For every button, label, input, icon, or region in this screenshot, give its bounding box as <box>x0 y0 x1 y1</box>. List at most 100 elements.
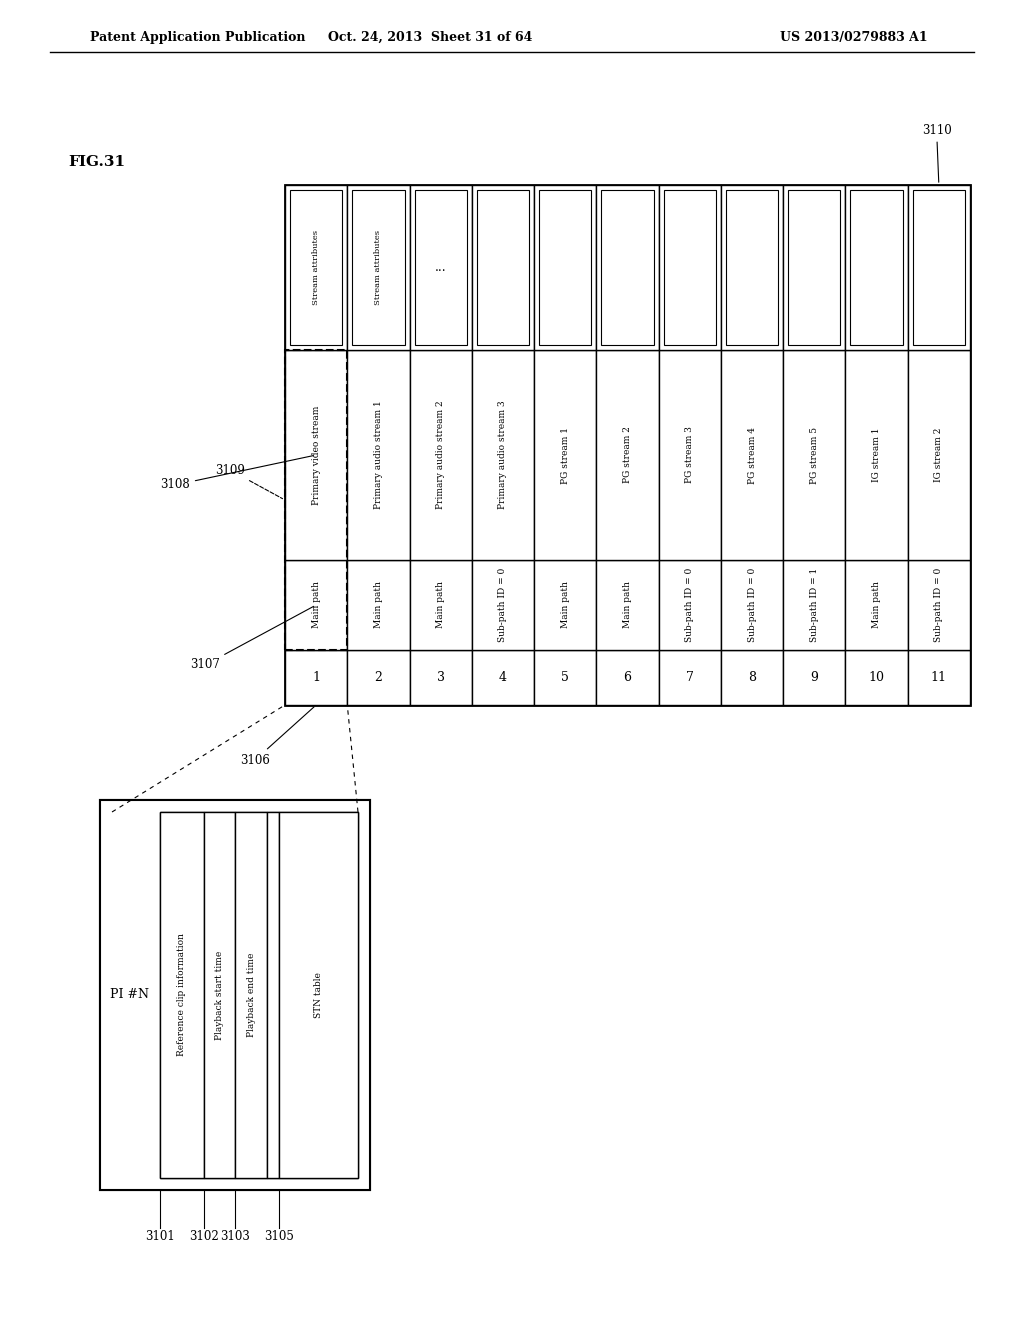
Bar <box>664 190 716 345</box>
Bar <box>347 185 410 350</box>
Text: 3103: 3103 <box>220 1230 250 1243</box>
Text: Sub-path ID = 1: Sub-path ID = 1 <box>810 568 819 642</box>
Text: Main path: Main path <box>561 582 569 628</box>
Text: Sub-path ID = 0: Sub-path ID = 0 <box>499 568 508 642</box>
Bar <box>410 185 472 350</box>
Text: Playback start time: Playback start time <box>215 950 224 1040</box>
Text: 3109: 3109 <box>215 463 283 499</box>
Text: 8: 8 <box>749 671 756 684</box>
Bar <box>846 560 907 649</box>
Text: 10: 10 <box>868 671 885 684</box>
Bar <box>352 190 404 345</box>
Bar <box>285 350 347 560</box>
Bar <box>285 185 347 350</box>
Bar <box>658 560 721 649</box>
Bar <box>347 560 410 649</box>
Bar <box>285 350 347 649</box>
Bar <box>721 649 783 705</box>
Bar <box>160 812 358 1177</box>
Bar <box>285 649 347 705</box>
Bar <box>658 185 721 350</box>
Text: PG stream 4: PG stream 4 <box>748 426 757 483</box>
Bar <box>783 649 846 705</box>
Text: Sub-path ID = 0: Sub-path ID = 0 <box>748 568 757 642</box>
Bar <box>204 812 236 1177</box>
Bar <box>788 190 841 345</box>
Text: 6: 6 <box>624 671 632 684</box>
Text: Main path: Main path <box>623 582 632 628</box>
Bar <box>410 649 472 705</box>
Bar <box>658 649 721 705</box>
Text: Sub-path ID = 0: Sub-path ID = 0 <box>934 568 943 642</box>
Text: Playback end time: Playback end time <box>247 953 256 1038</box>
Bar <box>783 185 846 350</box>
Text: Sub-path ID = 0: Sub-path ID = 0 <box>685 568 694 642</box>
Bar <box>721 560 783 649</box>
Bar <box>472 649 535 705</box>
Text: IG stream 1: IG stream 1 <box>872 428 881 482</box>
Text: ...: ... <box>435 261 446 275</box>
Bar <box>410 350 472 560</box>
Bar <box>846 350 907 560</box>
Text: Primary audio stream 1: Primary audio stream 1 <box>374 401 383 510</box>
Bar <box>539 190 592 345</box>
Bar <box>290 190 342 345</box>
Bar <box>160 812 204 1177</box>
Text: Main path: Main path <box>436 582 445 628</box>
Text: FIG.31: FIG.31 <box>68 154 125 169</box>
Text: 3110: 3110 <box>922 124 951 182</box>
Bar <box>721 185 783 350</box>
Bar <box>535 185 596 350</box>
Text: 7: 7 <box>686 671 693 684</box>
Text: Main path: Main path <box>872 582 881 628</box>
Text: 2: 2 <box>375 671 382 684</box>
Text: PG stream 3: PG stream 3 <box>685 426 694 483</box>
Text: 11: 11 <box>931 671 947 684</box>
Text: Primary audio stream 3: Primary audio stream 3 <box>499 401 508 510</box>
Bar <box>472 350 535 560</box>
Bar <box>596 350 658 560</box>
Text: PG stream 5: PG stream 5 <box>810 426 819 483</box>
Bar <box>236 812 267 1177</box>
Text: 1: 1 <box>312 671 321 684</box>
Bar <box>347 649 410 705</box>
Text: US 2013/0279883 A1: US 2013/0279883 A1 <box>780 30 928 44</box>
Bar <box>846 649 907 705</box>
Bar <box>726 190 778 345</box>
Bar <box>846 185 907 350</box>
Bar <box>415 190 467 345</box>
Text: 3102: 3102 <box>188 1230 218 1243</box>
Bar <box>721 350 783 560</box>
Text: Stream attributes: Stream attributes <box>312 230 321 305</box>
Text: Stream attributes: Stream attributes <box>375 230 382 305</box>
Bar <box>112 812 358 1177</box>
Text: Oct. 24, 2013  Sheet 31 of 64: Oct. 24, 2013 Sheet 31 of 64 <box>328 30 532 44</box>
Bar <box>535 649 596 705</box>
Bar <box>472 560 535 649</box>
Text: 3101: 3101 <box>145 1230 175 1243</box>
Bar <box>347 350 410 560</box>
Bar <box>285 185 970 705</box>
Text: PG stream 2: PG stream 2 <box>623 426 632 483</box>
Bar <box>472 185 535 350</box>
Bar <box>285 560 347 649</box>
Bar <box>783 560 846 649</box>
Bar <box>535 350 596 560</box>
Bar <box>279 812 358 1177</box>
Text: 3: 3 <box>436 671 444 684</box>
Text: 3106: 3106 <box>240 706 314 767</box>
Text: PG stream 1: PG stream 1 <box>561 426 569 483</box>
Text: Main path: Main path <box>311 582 321 628</box>
Bar <box>477 190 529 345</box>
Bar <box>535 560 596 649</box>
Bar <box>267 812 279 1177</box>
Text: 5: 5 <box>561 671 569 684</box>
Bar <box>596 649 658 705</box>
Bar <box>100 800 370 1191</box>
Bar <box>410 560 472 649</box>
Bar <box>851 190 903 345</box>
Bar <box>658 350 721 560</box>
Text: Reference clip information: Reference clip information <box>177 933 186 1056</box>
Text: Main path: Main path <box>374 582 383 628</box>
Text: 3108: 3108 <box>160 455 313 491</box>
